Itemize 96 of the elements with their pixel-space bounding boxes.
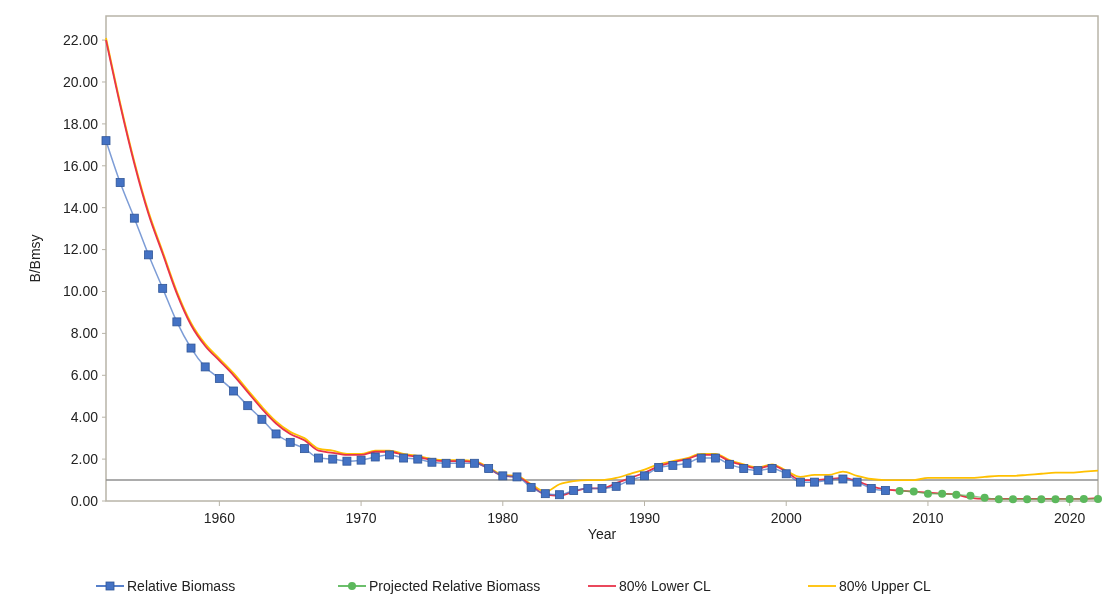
point [1023, 495, 1032, 504]
point [186, 343, 196, 353]
point [1094, 494, 1102, 503]
point [753, 466, 763, 476]
point [654, 463, 664, 472]
x-tick-label: 1980 [487, 510, 519, 526]
point [597, 484, 607, 493]
point [696, 453, 706, 463]
point [243, 401, 253, 411]
x-tick-label: 2000 [770, 510, 803, 526]
point [328, 454, 338, 464]
y-tick-label: 12.00 [62, 241, 99, 258]
point [144, 250, 153, 260]
point [455, 458, 465, 468]
point [796, 477, 805, 487]
point [895, 486, 904, 495]
point [824, 475, 834, 485]
y-tick-label: 10.00 [62, 283, 99, 300]
point [938, 489, 947, 498]
point [285, 437, 295, 447]
x-tick-label: 1960 [203, 510, 236, 526]
point [129, 213, 139, 223]
point [172, 317, 182, 327]
point [342, 456, 352, 466]
point [994, 495, 1003, 504]
point [512, 472, 522, 482]
point [1008, 495, 1017, 504]
point [640, 471, 649, 481]
point [101, 136, 111, 146]
legend-label: 80% Upper CL [839, 577, 932, 594]
point [413, 454, 423, 464]
y-tick-label: 8.00 [70, 325, 99, 342]
point [526, 482, 536, 492]
x-tick-label: 1990 [628, 510, 661, 526]
y-tick-label: 16.00 [62, 157, 99, 174]
y-tick-label: 6.00 [70, 367, 99, 384]
point [668, 460, 678, 470]
point [484, 464, 494, 473]
y-tick-label: 22.00 [62, 31, 99, 48]
legend-label: 80% Lower CL [619, 577, 712, 594]
point [385, 450, 394, 460]
point [115, 178, 125, 187]
point [980, 493, 989, 502]
point [540, 489, 550, 499]
point [725, 459, 734, 469]
y-tick-label: 20.00 [62, 73, 99, 90]
point [866, 484, 876, 493]
point [555, 490, 564, 500]
point [852, 477, 862, 487]
point [229, 386, 238, 396]
point [767, 464, 777, 473]
x-tick-label: 1970 [345, 510, 377, 526]
point [200, 362, 210, 372]
x-tick-label: 2020 [1054, 510, 1086, 526]
y-axis-title: B/Bmsy [27, 234, 43, 283]
point [966, 491, 975, 500]
point [710, 453, 720, 463]
point [314, 453, 323, 463]
y-tick-label: 0.00 [70, 492, 99, 509]
point [810, 477, 819, 487]
point [498, 471, 508, 481]
point [370, 452, 380, 462]
point [569, 486, 579, 495]
point [470, 458, 479, 468]
point [909, 487, 918, 496]
x-axis-title: Year [587, 526, 617, 542]
y-tick-label: 14.00 [62, 199, 99, 216]
point [158, 283, 168, 293]
point [1065, 494, 1074, 503]
legend-label: Relative Biomass [127, 577, 236, 594]
point [611, 481, 621, 491]
point [682, 458, 692, 468]
legend-label: Projected Relative Biomass [369, 577, 541, 594]
point [739, 464, 749, 473]
point [214, 374, 224, 383]
y-tick-label: 2.00 [70, 451, 99, 467]
point [1051, 495, 1060, 504]
point [781, 469, 791, 479]
point [399, 453, 408, 463]
point [1037, 495, 1046, 504]
point [356, 455, 366, 465]
point [271, 429, 281, 439]
y-tick-label: 18.00 [62, 115, 99, 132]
point [583, 484, 593, 493]
point [952, 490, 961, 499]
point [838, 474, 848, 484]
x-tick-label: 2010 [912, 510, 944, 526]
point [441, 458, 451, 468]
point [427, 457, 437, 467]
point [625, 475, 635, 485]
point [923, 489, 932, 498]
point [257, 414, 267, 424]
y-tick-label: 4.00 [70, 409, 99, 426]
point [881, 486, 890, 495]
point [1079, 494, 1088, 503]
point [300, 444, 309, 454]
